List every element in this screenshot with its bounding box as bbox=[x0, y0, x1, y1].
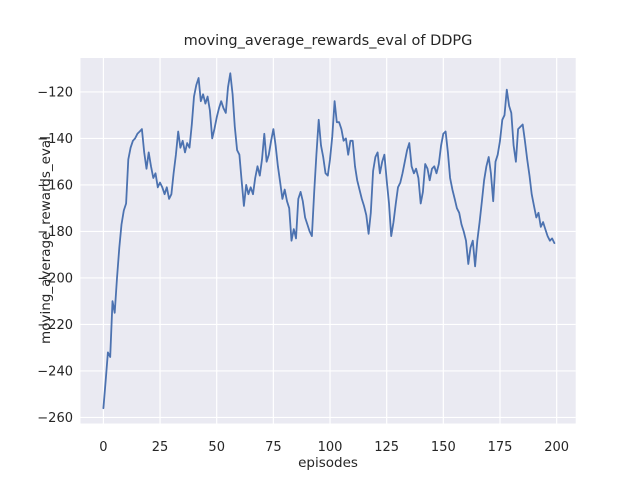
plot-area bbox=[80, 58, 576, 424]
reward-line bbox=[102, 72, 556, 410]
x-tick-label: 75 bbox=[265, 440, 282, 455]
y-axis-label: moving_average_rewards_eval bbox=[38, 136, 54, 344]
y-tick-label: −260 bbox=[37, 411, 73, 426]
x-tick-label: 175 bbox=[488, 440, 513, 455]
y-tick-label: −240 bbox=[37, 364, 73, 379]
x-tick-label: 100 bbox=[318, 440, 343, 455]
x-tick-label: 25 bbox=[152, 440, 169, 455]
x-axis-label: episodes bbox=[298, 455, 358, 471]
x-tick-label: 0 bbox=[99, 440, 107, 455]
y-tick-label: −180 bbox=[37, 225, 73, 240]
y-tick-label: −140 bbox=[37, 132, 73, 147]
x-tick-label: 150 bbox=[431, 440, 456, 455]
chart-title: moving_average_rewards_eval of DDPG bbox=[183, 33, 473, 49]
x-tick-label: 125 bbox=[374, 440, 399, 455]
x-tick-label: 50 bbox=[208, 440, 225, 455]
x-tick-label: 200 bbox=[544, 440, 569, 455]
y-tick-label: −160 bbox=[37, 178, 73, 193]
y-tick-label: −200 bbox=[37, 271, 73, 286]
y-tick-label: −120 bbox=[37, 85, 73, 100]
y-tick-label: −220 bbox=[37, 318, 73, 333]
